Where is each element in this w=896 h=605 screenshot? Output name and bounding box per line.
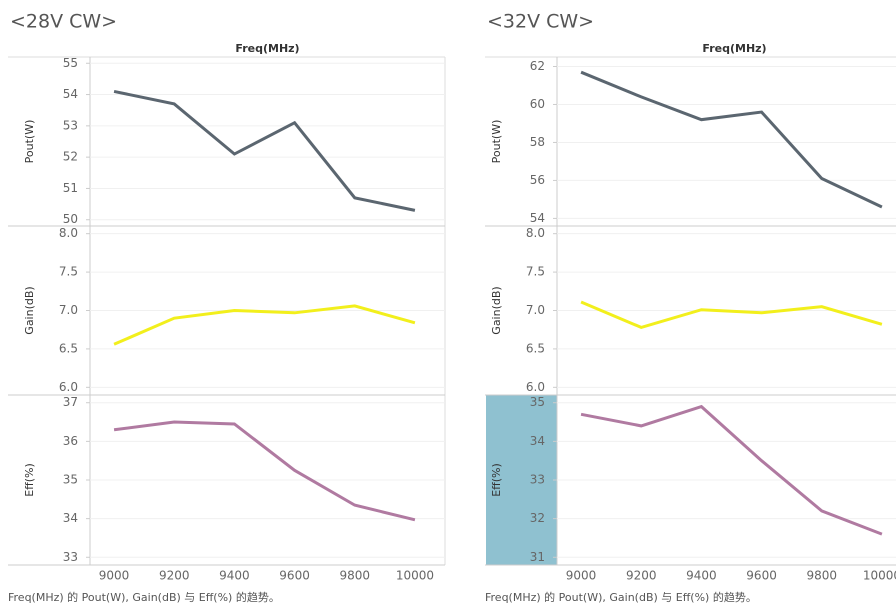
panel-title: <28V CW> — [10, 11, 117, 33]
y-tick-label: 33 — [63, 550, 78, 564]
y-tick-label: 7.5 — [526, 265, 545, 279]
y-tick-label: 6.5 — [526, 341, 545, 355]
y-tick-label: 7.0 — [526, 303, 545, 317]
highlight — [486, 395, 557, 565]
y-axis-title: Pout(W) — [490, 120, 503, 164]
x-tick-label: 9200 — [159, 569, 190, 583]
x-tick-label: 10000 — [396, 569, 434, 583]
y-tick-label: 55 — [63, 56, 78, 70]
y-axis-title: Pout(W) — [23, 120, 36, 164]
y-axis-title: Eff(%) — [490, 463, 503, 497]
x-tick-label: 9600 — [746, 569, 777, 583]
y-tick-label: 50 — [63, 212, 78, 226]
line — [580, 300, 883, 329]
caption: Freq(MHz) 的 Pout(W), Gain(dB) 与 Eff(%) 的… — [485, 590, 757, 604]
x-tick-label: 9200 — [626, 569, 657, 583]
y-tick-label: 60 — [530, 97, 545, 111]
y-tick-label: 34 — [530, 434, 545, 448]
y-tick-label: 33 — [530, 473, 545, 487]
x-tick-label: 9400 — [686, 569, 717, 583]
line — [113, 420, 416, 522]
panel-title: <32V CW> — [487, 11, 594, 33]
y-tick-label: 36 — [63, 434, 78, 448]
y-tick-label: 54 — [63, 87, 78, 101]
x-tick-label: 9800 — [806, 569, 837, 583]
y-tick-label: 35 — [63, 473, 78, 487]
y-tick-label: 34 — [63, 511, 78, 525]
y-tick-label: 6.0 — [526, 380, 545, 394]
y-tick-label: 6.5 — [59, 341, 78, 355]
y-tick-label: 37 — [63, 395, 78, 409]
y-tick-label: 52 — [63, 150, 78, 164]
y-axis-title: Eff(%) — [23, 463, 36, 497]
x-tick-label: 9400 — [219, 569, 250, 583]
y-tick-label: 8.0 — [526, 226, 545, 240]
y-tick-label: 35 — [530, 395, 545, 409]
caption: Freq(MHz) 的 Pout(W), Gain(dB) 与 Eff(%) 的… — [8, 590, 280, 604]
y-axis-title: Gain(dB) — [490, 286, 503, 334]
x-tick-label: 9800 — [339, 569, 370, 583]
x-tick-label: 9600 — [279, 569, 310, 583]
y-tick-label: 31 — [530, 550, 545, 564]
y-tick-label: 51 — [63, 181, 78, 195]
y-tick-label: 53 — [63, 118, 78, 132]
x-tick-label: 9000 — [99, 569, 130, 583]
y-tick-label: 7.5 — [59, 265, 78, 279]
y-tick-label: 56 — [530, 173, 545, 187]
line — [113, 304, 416, 346]
line — [580, 404, 883, 536]
x-tick-label: 10000 — [863, 569, 896, 583]
y-tick-label: 58 — [530, 135, 545, 149]
y-tick-label: 54 — [530, 211, 545, 225]
x-axis-title: Freq(MHz) — [702, 42, 766, 55]
y-tick-label: 32 — [530, 511, 545, 525]
y-tick-label: 6.0 — [59, 380, 78, 394]
y-tick-label: 8.0 — [59, 226, 78, 240]
y-tick-label: 7.0 — [59, 303, 78, 317]
line — [113, 89, 416, 212]
line — [580, 70, 883, 209]
x-tick-label: 9000 — [566, 569, 597, 583]
y-tick-label: 62 — [530, 59, 545, 73]
y-axis-title: Gain(dB) — [23, 286, 36, 334]
x-axis-title: Freq(MHz) — [235, 42, 299, 55]
